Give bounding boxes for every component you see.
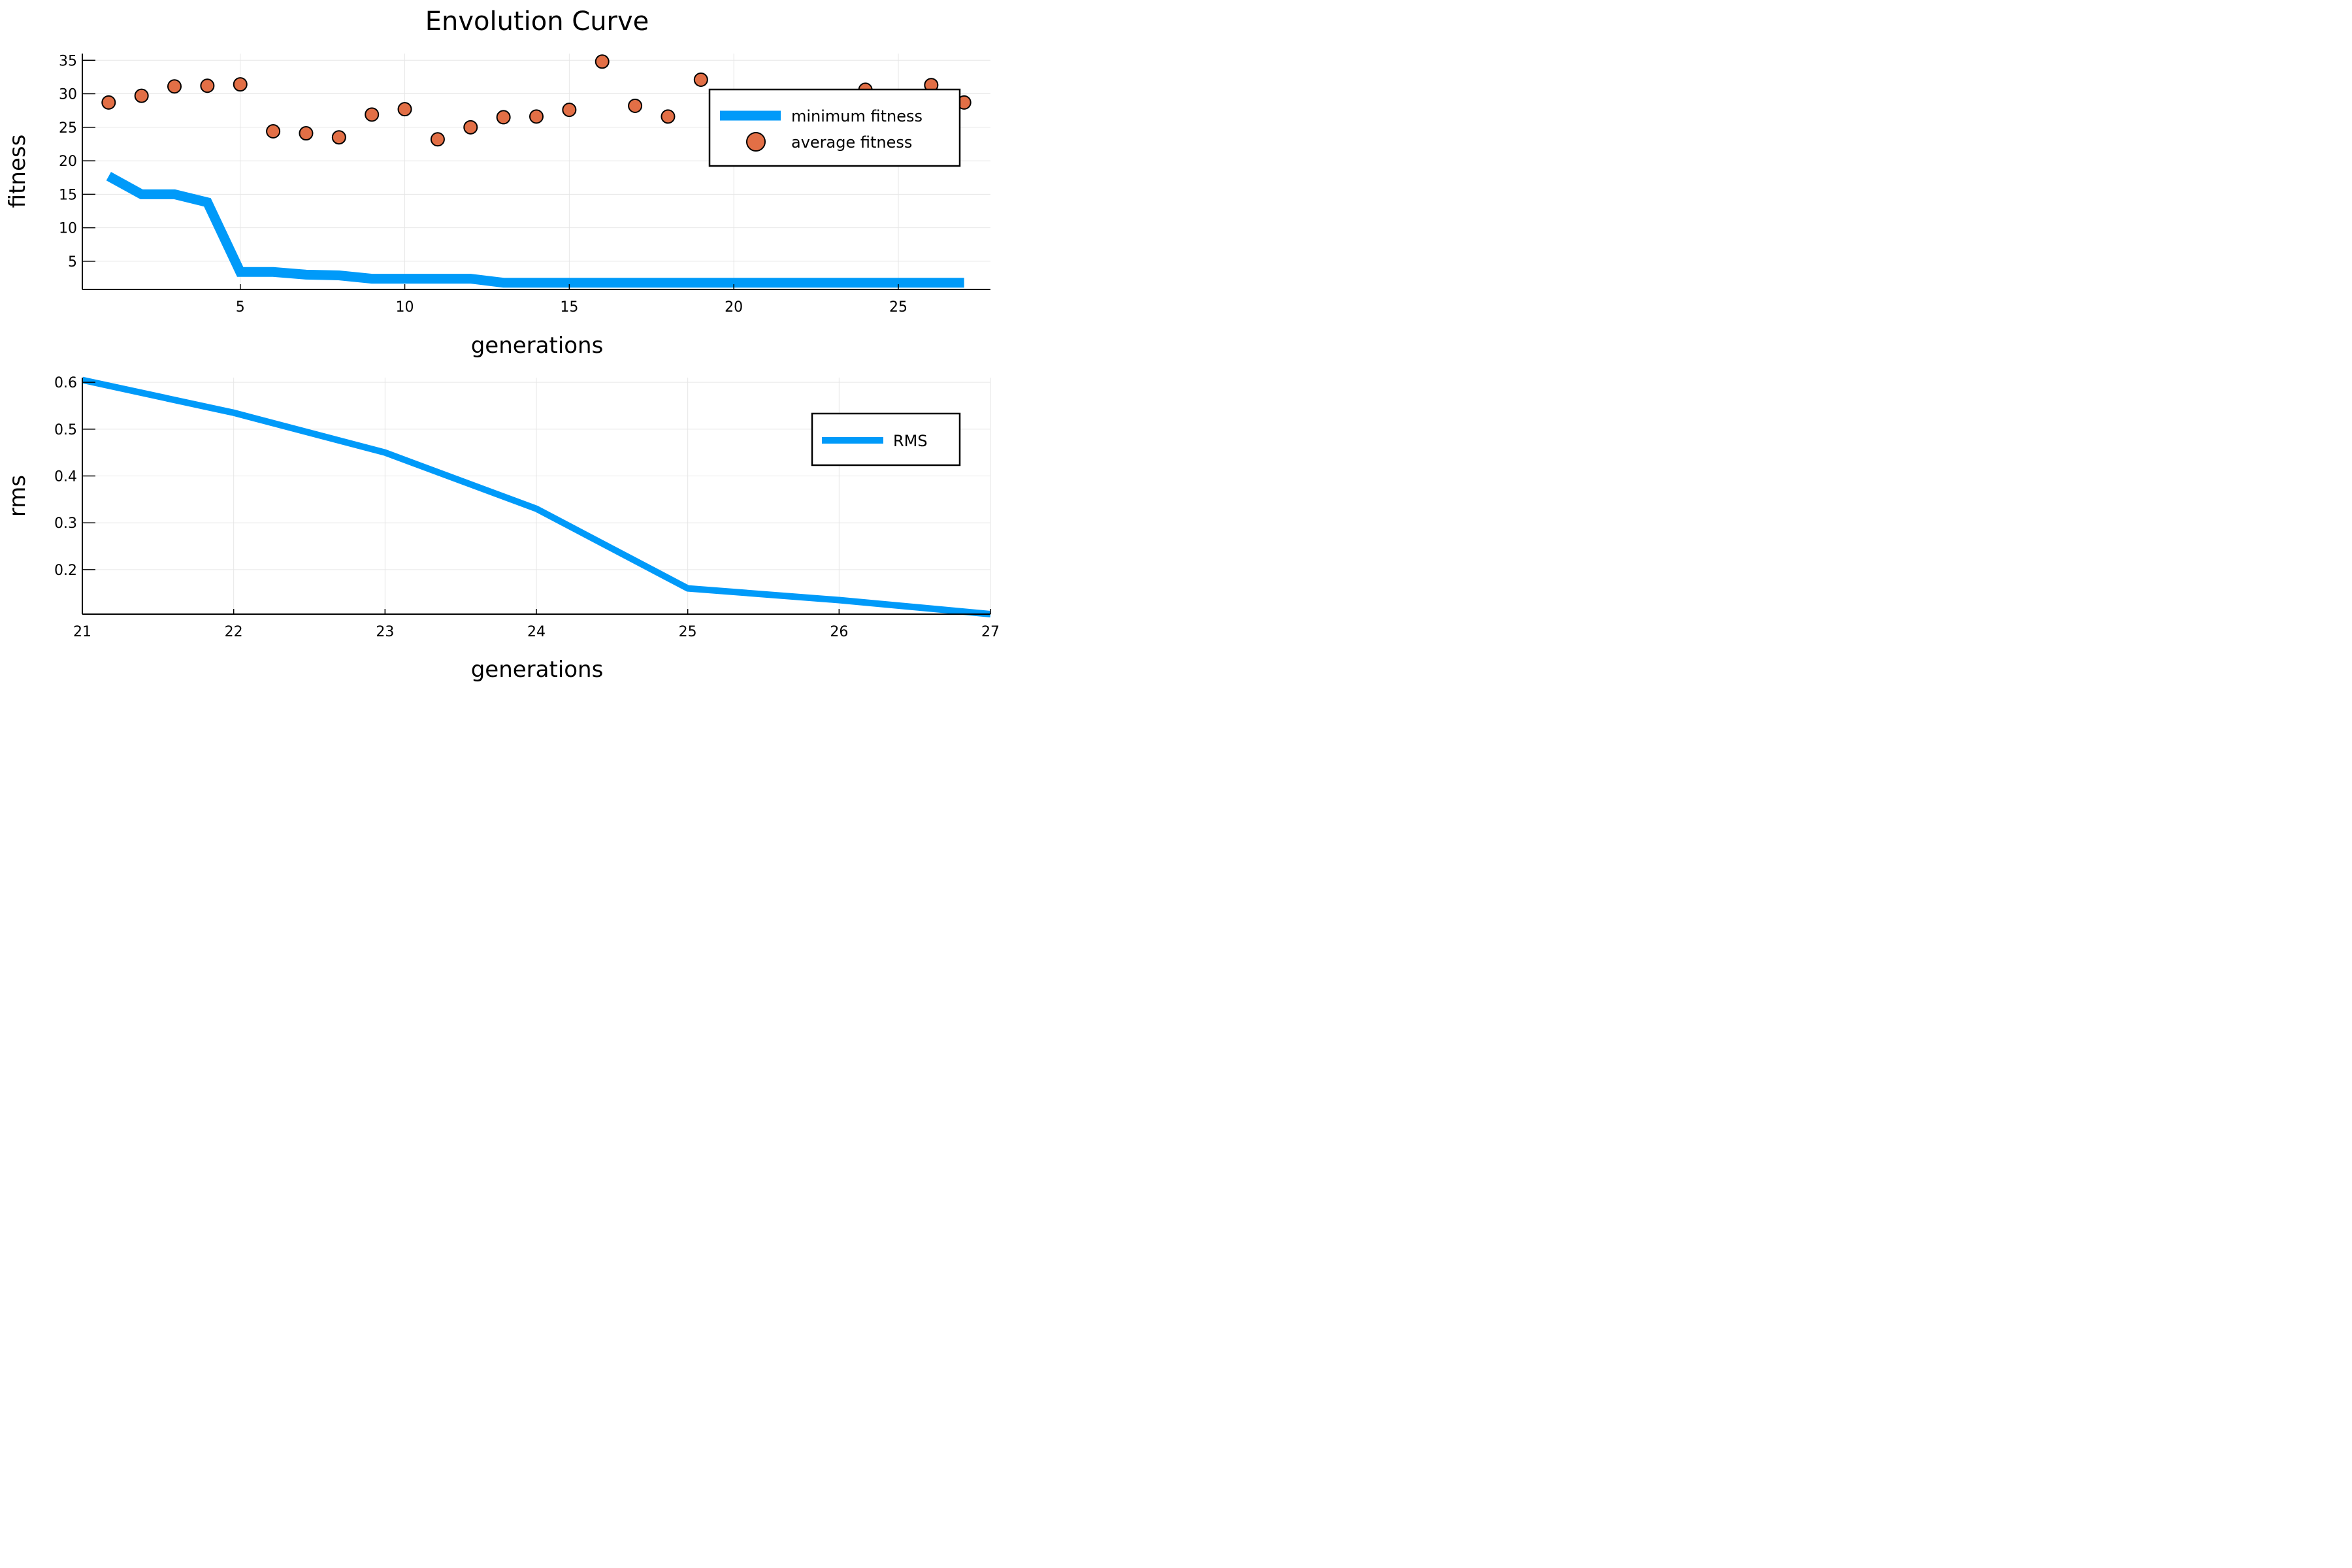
series-point-average-fitness	[463, 120, 478, 135]
series-point-average-fitness	[101, 95, 116, 110]
rms-x-tick-label: 21	[73, 624, 91, 640]
legend-average-fitness-label: average fitness	[791, 133, 912, 152]
fitness-y-tick-label: 30	[59, 87, 77, 103]
fitness-x-tick-label: 20	[725, 299, 743, 316]
rms-axes: 21 22 23 24 25 26 27 0.2 0.3 0.4 0.5 0.6	[54, 375, 1000, 640]
legend-minimum-fitness-label: minimum fitness	[791, 107, 923, 125]
rms-y-tick-label: 0.6	[54, 375, 77, 391]
series-point-average-fitness	[233, 77, 248, 92]
series-point-average-fitness	[331, 130, 346, 145]
series-point-average-fitness	[430, 132, 445, 147]
series-point-average-fitness	[134, 88, 149, 103]
rms-y-tick-label: 0.3	[54, 515, 77, 532]
series-line-minimum-fitness	[106, 172, 964, 288]
fitness-series	[101, 54, 972, 288]
rms-plot: 21 22 23 24 25 26 27 0.2 0.3 0.4 0.5 0.6 generation…	[5, 375, 1000, 683]
fitness-y-tick-label: 20	[59, 154, 77, 170]
rms-series	[81, 376, 991, 617]
fitness-y-tick-label: 25	[59, 120, 77, 137]
fitness-x-axis-label: generations	[471, 333, 604, 359]
fitness-legend-box	[708, 88, 961, 167]
legend-rms-label: RMS	[893, 432, 928, 450]
series-point-average-fitness	[529, 109, 544, 124]
fitness-x-tick-label: 15	[560, 299, 578, 316]
rms-x-tick-label: 27	[981, 624, 1000, 640]
fitness-y-tick-label: 10	[59, 221, 77, 237]
series-point-average-fitness	[200, 78, 215, 93]
rms-legend: RMS	[811, 412, 961, 466]
series-point-average-fitness	[562, 103, 577, 118]
rms-y-axis-label: rms	[5, 475, 31, 517]
rms-y-tick-label: 0.5	[54, 422, 77, 438]
series-point-average-fitness	[595, 54, 610, 69]
fitness-x-tick-label: 10	[396, 299, 414, 316]
rms-y-tick-label: 0.2	[54, 563, 77, 579]
rms-x-tick-label: 23	[376, 624, 394, 640]
series-point-average-fitness	[266, 123, 281, 139]
fitness-legend: minimum fitness average fitness	[708, 88, 961, 167]
chart-title: Envolution Curve	[425, 7, 649, 37]
series-point-average-fitness	[365, 107, 380, 122]
series-point-average-fitness	[496, 110, 511, 125]
fitness-axes: 5 10 15 20 25 5 10 15 20 25 30 35	[59, 53, 990, 316]
fitness-y-tick-label: 5	[68, 254, 77, 270]
fitness-x-tick-label: 25	[889, 299, 907, 316]
series-point-average-fitness	[299, 126, 314, 141]
rms-x-tick-label: 24	[527, 624, 546, 640]
fitness-y-tick-label: 35	[59, 53, 77, 69]
series-point-average-fitness	[167, 79, 182, 94]
series-line-rms	[81, 376, 991, 617]
rms-x-tick-label: 25	[679, 624, 697, 640]
fitness-plot: 5 10 15 20 25 5 10 15 20 25 30 35 generations fitne…	[5, 53, 990, 359]
series-point-average-fitness	[628, 98, 643, 113]
series-point-average-fitness	[397, 102, 412, 117]
series-point-average-fitness	[693, 72, 708, 87]
fitness-y-axis-label: fitness	[5, 135, 31, 208]
chart-canvas: Envolution Curve 5 10 15 20 25 5 10 15 20 25 30 35 …	[5, 7, 1000, 683]
rms-x-axis-label: generations	[471, 657, 604, 683]
fitness-y-tick-label: 15	[59, 187, 77, 203]
fitness-x-tick-label: 5	[236, 299, 245, 316]
rms-x-tick-label: 26	[830, 624, 848, 640]
legend-average-fitness-swatch	[746, 132, 766, 152]
rms-x-tick-label: 22	[225, 624, 243, 640]
series-point-average-fitness	[661, 109, 676, 124]
rms-y-tick-label: 0.4	[54, 469, 77, 485]
